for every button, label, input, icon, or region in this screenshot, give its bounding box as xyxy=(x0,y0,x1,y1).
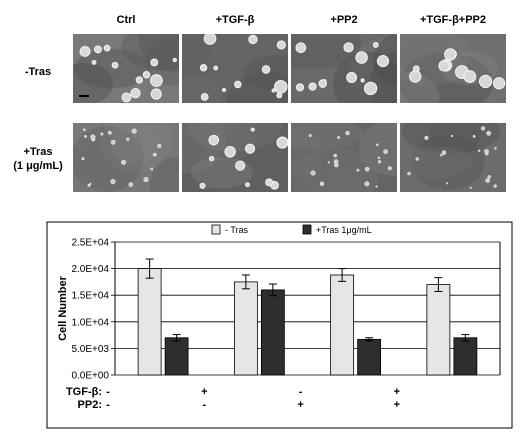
condition-value-1-0: - xyxy=(106,399,110,411)
bar-chart-svg: 0.0E+00 5.0E+03 1.0E+04 1.5E+04 2.0E+04 2.5E+… xyxy=(46,221,513,429)
legend-label-0: - Tras xyxy=(225,225,249,235)
column-label-tgf-pp2: +TGF-β+PP2 xyxy=(419,14,486,26)
condition-value-0-0: - xyxy=(106,386,110,398)
bar-minus-tras-3 xyxy=(426,284,451,376)
bar-chart: 0.0E+00 5.0E+03 1.0E+04 1.5E+04 2.0E+04 2.5E+… xyxy=(0,220,520,432)
bar-plus-tras-0 xyxy=(164,337,189,376)
micrograph-notras-tgf xyxy=(182,34,288,103)
y-axis-title: Cell Number xyxy=(57,275,69,341)
row-label-minus-tras: -Tras xyxy=(8,65,68,79)
condition-value-1-2: + xyxy=(297,399,303,411)
micrograph-tras-ctrl xyxy=(73,123,179,192)
column-label-pp2: +PP2 xyxy=(330,14,358,26)
row-label-minus-tras-line1: -Tras xyxy=(24,66,52,78)
condition-label-1: PP2: xyxy=(78,399,102,411)
y-tick-label: 0.0E+00 xyxy=(71,371,109,382)
scale-bar xyxy=(79,95,89,97)
chart-border xyxy=(46,221,513,429)
condition-label-0: TGF-β: xyxy=(66,386,102,398)
condition-value-0-1: + xyxy=(201,386,207,398)
bar-plus-tras-3 xyxy=(453,337,478,376)
bar-plus-tras-2 xyxy=(357,338,382,376)
condition-value-1-3: + xyxy=(394,399,400,411)
legend-swatch-1 xyxy=(302,224,312,235)
condition-value-0-2: - xyxy=(299,386,303,398)
y-tick-label: 2.5E+04 xyxy=(71,238,109,249)
condition-value-1-1: - xyxy=(203,399,207,411)
bar-minus-tras-0 xyxy=(137,268,162,376)
y-tick-label: 1.0E+04 xyxy=(71,317,109,328)
y-tick-label: 1.5E+04 xyxy=(71,291,109,302)
row-label-plus-tras-line2: (1 μg/mL) xyxy=(13,160,63,172)
column-label-ctrl: Ctrl xyxy=(116,14,136,26)
legend-swatch-0 xyxy=(211,224,221,235)
legend-label-1: +Tras 1μg/mL xyxy=(316,225,372,235)
y-tick-label: 5.0E+03 xyxy=(71,344,109,355)
micrograph-tras-pp2 xyxy=(291,123,397,192)
row-label-plus-tras: +Tras (1 μg/mL) xyxy=(8,145,68,173)
bar-plus-tras-1 xyxy=(260,289,285,376)
bar-minus-tras-2 xyxy=(330,274,355,376)
micrograph-notras-ctrl xyxy=(73,34,179,103)
micrograph-tras-tgf xyxy=(182,123,288,192)
condition-value-0-3: + xyxy=(394,386,400,398)
column-label-tgf: +TGF-β xyxy=(215,14,255,26)
y-tick-label: 2.0E+04 xyxy=(71,264,109,275)
micrograph-notras-tgf-pp2 xyxy=(400,34,506,103)
micrograph-notras-pp2 xyxy=(291,34,397,103)
bar-minus-tras-1 xyxy=(233,281,258,376)
row-label-plus-tras-line1: +Tras xyxy=(23,146,53,158)
micrograph-tras-tgf-pp2 xyxy=(400,123,506,192)
